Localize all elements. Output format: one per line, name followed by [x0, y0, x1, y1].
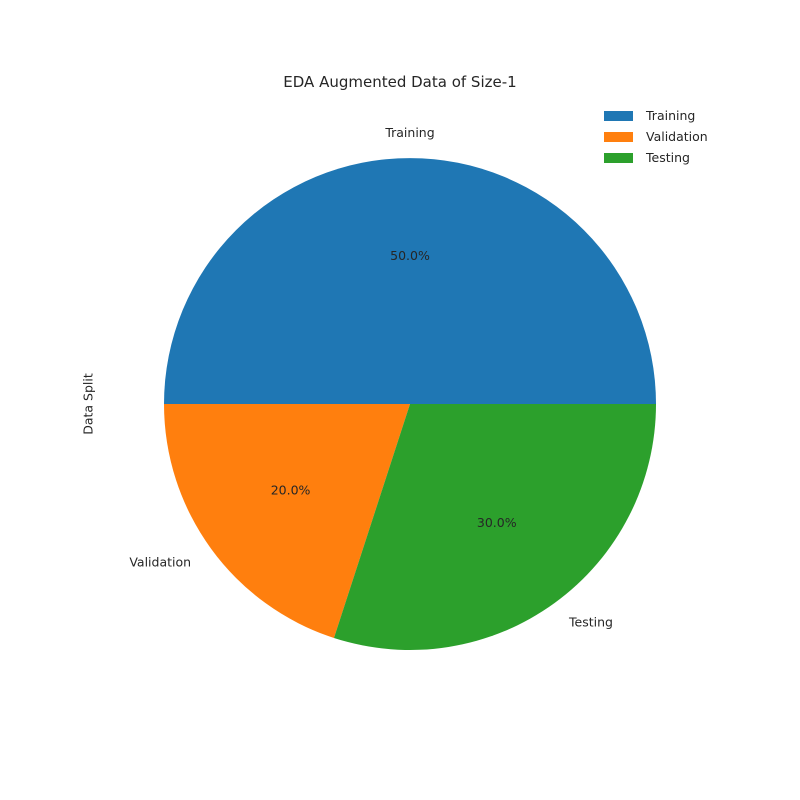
- legend-item-validation: Validation: [604, 126, 708, 147]
- slice-pct-testing: 30.0%: [477, 515, 517, 530]
- legend-label-validation: Validation: [646, 129, 708, 144]
- slice-pct-validation: 20.0%: [271, 482, 311, 497]
- legend-item-training: Training: [604, 105, 708, 126]
- chart-title: EDA Augmented Data of Size-1: [283, 73, 517, 91]
- legend-swatch-validation: [604, 131, 633, 142]
- pie-slice-validation: [164, 404, 410, 638]
- pie-slice-training: [164, 158, 656, 404]
- pie-slice-testing: [333, 404, 656, 650]
- legend-swatch-training: [604, 110, 633, 121]
- legend-item-testing: Testing: [604, 147, 708, 168]
- slice-label-training: Training: [384, 125, 434, 140]
- slice-pct-training: 50.0%: [390, 248, 430, 263]
- legend-label-training: Training: [646, 108, 696, 123]
- slice-label-testing: Testing: [568, 614, 613, 629]
- legend-label-testing: Testing: [646, 150, 690, 165]
- slice-label-validation: Validation: [129, 555, 191, 570]
- legend-swatch-testing: [604, 152, 633, 163]
- legend: Training Validation Testing: [604, 105, 708, 168]
